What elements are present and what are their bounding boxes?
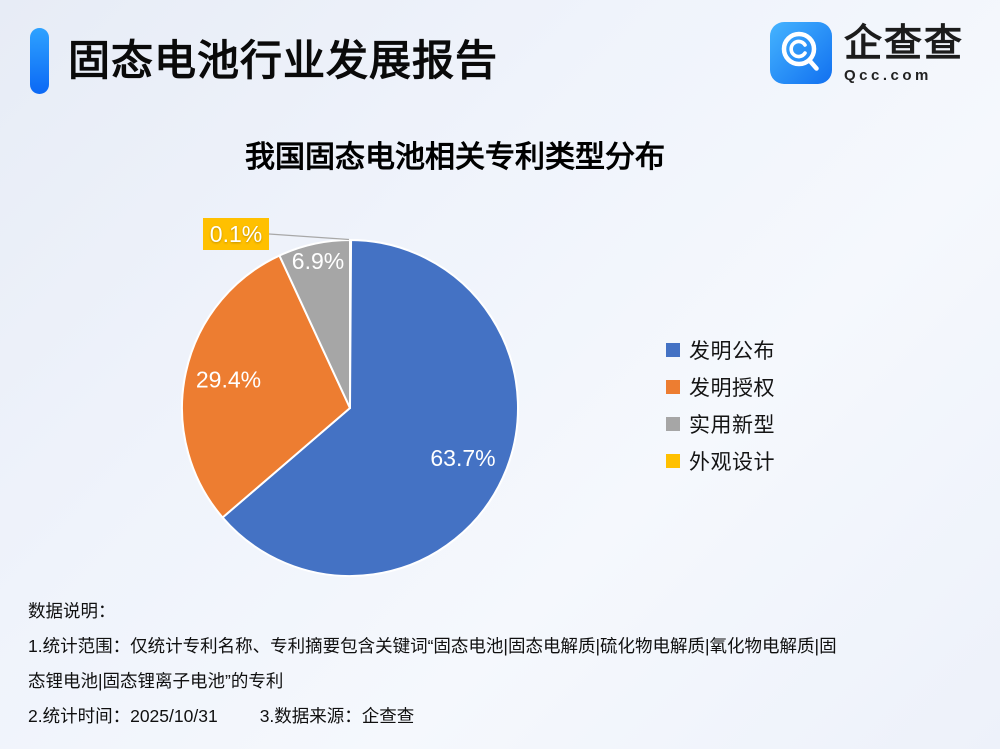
notes-scope-line2: 态锂电池|固态锂离子电池”的专利 [28,671,284,691]
legend-swatch [666,379,680,394]
legend-label: 外观设计 [689,450,775,474]
chart-legend: 发明公布 发明授权 实用新型 外观设计 [666,338,775,474]
legend-swatch [666,453,680,468]
qcc-logo-icon [769,22,832,84]
page-title: 固态电池行业发展报告 [68,37,499,84]
notes-stat-time: 2.统计时间：2025/10/31 [28,706,218,726]
legend-item: 发明公布 [666,338,775,363]
pie-chart: 63.7% 29.4% 6.9% [181,233,519,577]
qcc-logo-name: 企查查 [843,22,964,65]
qcc-logo: 企查查 Qcc.com [769,22,964,84]
legend-swatch [666,416,680,431]
qcc-logo-text: 企查查 Qcc.com [844,23,964,84]
pie-slice-label: 6.9% [292,248,344,274]
pie-slice-label: 63.7% [430,445,495,471]
legend-label: 实用新型 [689,413,775,437]
pie-slice [221,239,519,577]
pie-slice-label: 29.4% [196,367,261,393]
chart-title: 我国固态电池相关专利类型分布 [245,141,665,174]
notes-meta-line: 2.统计时间：2025/10/31 3.数据来源：企查查 [28,699,978,734]
data-notes: 数据说明： 1.统计范围：仅统计专利名称、专利摘要包含关键词“固态电池|固态电解… [28,594,978,734]
notes-scope-line1: 1.统计范围：仅统计专利名称、专利摘要包含关键词“固态电池|固态电解质|硫化物电… [28,636,837,656]
callout-label-design-patent: 0.1% [203,218,269,250]
notes-data-source: 3.数据来源：企查查 [259,706,415,726]
pie-slice [181,254,351,519]
pie-slice [349,238,353,409]
legend-item: 发明授权 [666,375,775,400]
qcc-logo-domain: Qcc.com [843,66,932,84]
legend-item: 外观设计 [666,449,775,474]
title-accent-bar [30,28,49,94]
callout-leader-line [268,233,350,241]
legend-item: 实用新型 [666,412,775,437]
notes-heading: 数据说明： [28,601,116,621]
legend-swatch [666,342,680,357]
legend-label: 发明授权 [689,376,775,400]
pie-chart-container: 63.7% 29.4% 6.9% [150,208,550,608]
legend-label: 发明公布 [689,339,775,363]
